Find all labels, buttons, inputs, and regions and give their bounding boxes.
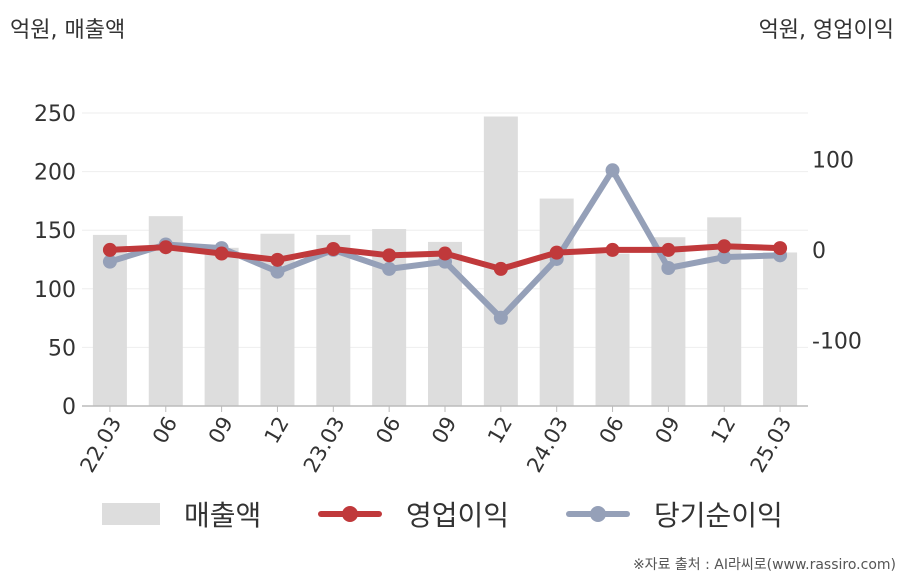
y-left-tick-label: 0 (62, 395, 76, 420)
y-left-tick-label: 150 (34, 219, 76, 244)
y-left-tick-label: 200 (34, 161, 76, 186)
y-right-tick-label: 100 (812, 149, 854, 174)
legend-item-operating-profit: 영업이익 (318, 494, 509, 534)
x-tick-label: 09 (427, 413, 461, 448)
bar-revenue (595, 253, 630, 406)
x-tick-label: 23.03 (299, 413, 350, 477)
point-operating-profit (717, 239, 732, 254)
x-tick-label: 09 (204, 413, 238, 448)
point-operating-profit (438, 246, 452, 261)
bar-revenue (763, 252, 798, 406)
y-right-tick-label: -100 (812, 330, 862, 355)
legend-label-net-income: 당기순이익 (654, 499, 783, 532)
point-net-income (717, 250, 732, 265)
bar-revenue (539, 198, 574, 406)
chart-legend: 매출액 영업이익 당기순이익 (0, 494, 908, 534)
y-left-tick-label: 50 (48, 336, 76, 361)
y-right-tick-label: 0 (812, 239, 826, 264)
x-tick-label: 12 (260, 413, 294, 448)
point-operating-profit (773, 241, 788, 256)
point-operating-profit (102, 242, 117, 257)
legend-swatch-operating-profit (318, 503, 382, 525)
x-tick-label: 25.03 (746, 413, 797, 477)
legend-swatch-revenue (102, 503, 160, 525)
point-net-income (102, 254, 117, 269)
x-tick-label: 24.03 (522, 413, 573, 477)
legend-item-revenue: 매출액 (102, 494, 261, 534)
bar-revenue (316, 234, 351, 406)
x-tick-label: 12 (483, 413, 517, 448)
y-left-tick-label: 250 (34, 102, 76, 127)
point-operating-profit (270, 252, 285, 267)
point-operating-profit (493, 261, 508, 276)
source-note: ※자료 출처 : AI라씨로(www.rassiro.com) (632, 557, 896, 573)
point-operating-profit (326, 242, 341, 256)
right-axis-unit: 억원, 영업이익 (758, 18, 894, 43)
x-tick-label: 12 (706, 413, 740, 448)
point-operating-profit (549, 245, 564, 260)
bar-revenue (483, 116, 518, 407)
point-net-income (493, 310, 508, 325)
point-net-income (605, 163, 620, 178)
point-operating-profit (158, 240, 173, 255)
point-operating-profit (661, 242, 676, 257)
x-tick-label: 22.03 (75, 413, 126, 477)
point-operating-profit (605, 242, 620, 257)
point-net-income (661, 261, 676, 276)
x-tick-label: 06 (148, 413, 182, 448)
point-net-income (382, 261, 397, 276)
legend-label-revenue: 매출액 (184, 499, 262, 532)
x-tick-label: 06 (371, 413, 405, 448)
x-tick-label: 09 (651, 413, 685, 448)
legend-item-net-income: 당기순이익 (566, 494, 783, 534)
left-axis-unit: 억원, 매출액 (10, 18, 126, 43)
legend-swatch-net-income (566, 503, 630, 525)
legend-label-operating-profit: 영업이익 (406, 499, 510, 532)
y-left-tick-label: 100 (34, 278, 76, 303)
point-operating-profit (382, 248, 397, 263)
bar-revenue (204, 247, 239, 406)
x-tick-label: 06 (595, 413, 629, 448)
point-operating-profit (214, 246, 229, 261)
point-net-income (270, 264, 285, 279)
